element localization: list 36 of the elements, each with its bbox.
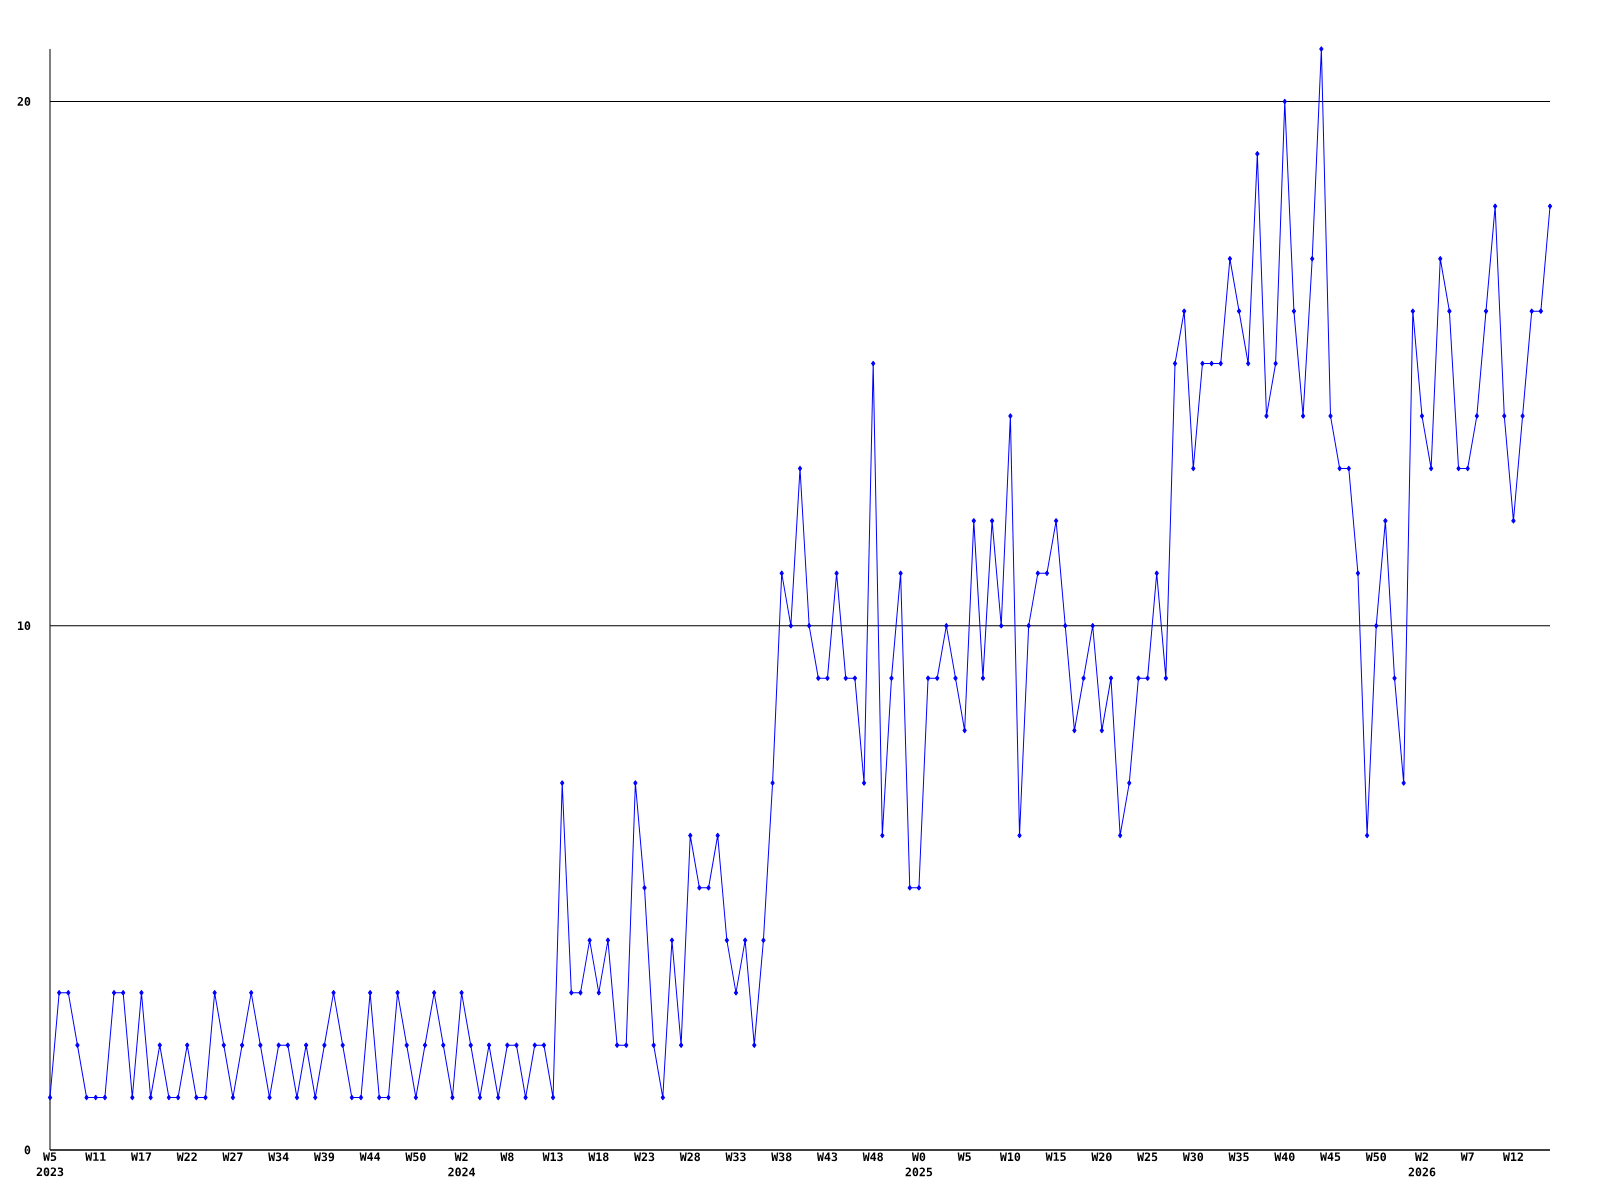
x-tick-label: W43 bbox=[816, 1152, 838, 1162]
x-tick-label: W38 bbox=[771, 1152, 792, 1162]
x-tick-label: W20 bbox=[1091, 1152, 1112, 1162]
x-tick-label: W27 bbox=[222, 1152, 243, 1162]
x-tick-label: W45 bbox=[1320, 1152, 1341, 1162]
x-tick-label: W11 bbox=[85, 1152, 106, 1161]
x-tick-label: W48 bbox=[862, 1152, 883, 1162]
x-tick-label: W2 2024 bbox=[448, 1152, 476, 1177]
y-tick-label: 20 bbox=[17, 97, 31, 106]
x-tick-label: W5 bbox=[957, 1152, 971, 1162]
x-tick-label: W34 bbox=[268, 1152, 289, 1162]
x-tick-label: W7 bbox=[1460, 1152, 1474, 1161]
x-tick-label: W12 bbox=[1502, 1152, 1523, 1162]
x-tick-label: W8 bbox=[500, 1152, 514, 1162]
x-tick-label: W17 bbox=[130, 1152, 152, 1161]
x-tick-label: W0 2025 bbox=[905, 1152, 933, 1177]
x-tick-label: W50 bbox=[405, 1152, 426, 1162]
x-tick-label: W22 bbox=[176, 1152, 197, 1162]
y-tick-label: 0 bbox=[24, 1145, 31, 1155]
x-tick-label: W13 bbox=[542, 1152, 563, 1162]
x-tick-label: W2 2026 bbox=[1408, 1152, 1436, 1177]
x-tick-label: W5 2023 bbox=[36, 1152, 64, 1177]
x-tick-label: W28 bbox=[679, 1152, 700, 1162]
y-tick-label: 10 bbox=[18, 621, 31, 631]
x-tick-label: W18 bbox=[588, 1152, 609, 1162]
x-tick-label: W10 bbox=[999, 1152, 1021, 1162]
x-tick-label: W35 bbox=[1228, 1152, 1249, 1162]
x-tick-label: W40 bbox=[1274, 1152, 1295, 1162]
x-tick-label: W50 bbox=[1365, 1152, 1387, 1162]
x-tick-label: W44 bbox=[359, 1152, 381, 1161]
x-tick-label: W25 bbox=[1137, 1152, 1158, 1162]
x-tick-label: W39 bbox=[313, 1152, 335, 1162]
x-tick-label: W33 bbox=[725, 1152, 746, 1162]
x-tick-label: W30 bbox=[1182, 1152, 1204, 1162]
x-tick-label: W23 bbox=[634, 1152, 655, 1162]
x-tick-label: W15 bbox=[1045, 1152, 1066, 1162]
